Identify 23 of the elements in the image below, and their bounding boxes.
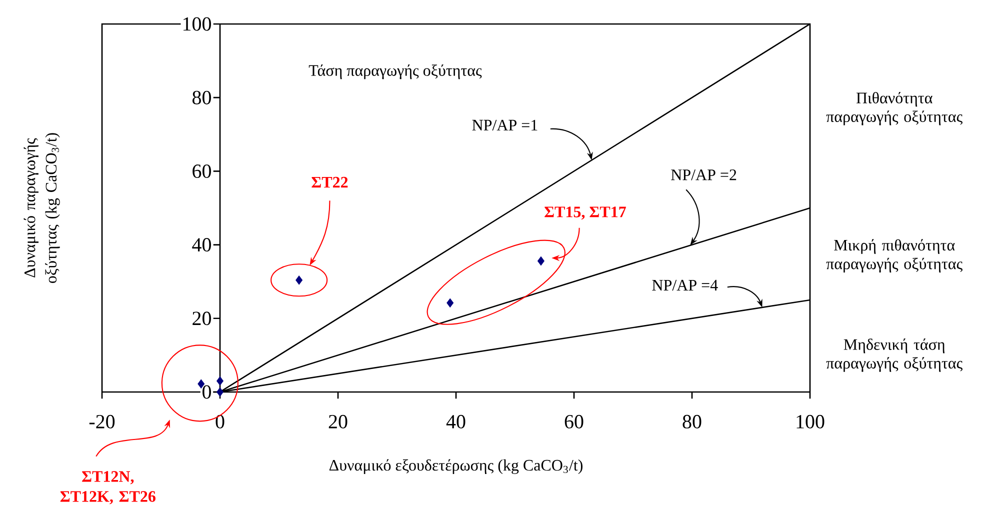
x-tick-label: 20 — [328, 414, 348, 428]
y-tick-label: 20 — [192, 312, 211, 326]
text: Μηδενική τάση παραγωγής οξύτητας — [826, 338, 962, 372]
x-tick-label: -20 — [89, 414, 115, 428]
annotation: Τάση παραγωγής οξύτητας — [308, 64, 482, 80]
text: ΣΤ12Ν, ΣΤ12Κ, ΣΤ26 — [60, 471, 156, 504]
text: Μικρή πιθανότητα παραγωγής οξύτητας — [826, 239, 962, 273]
x-tick-label: 60 — [564, 414, 584, 428]
annotation: ΣΤ22 — [312, 176, 348, 188]
annotation: NP/AP =4 — [652, 280, 718, 291]
y-tick-label: 40 — [192, 238, 211, 252]
text: Πιθανότητα παραγωγής οξύτητας — [826, 92, 962, 126]
x-tick-label: 100 — [796, 414, 824, 428]
annotation: NP/AP =2 — [671, 169, 736, 180]
x-axis-title: Δυναμικό εξουδετέρωσης (kg CaCO$_{3}$/t) — [329, 459, 582, 474]
y-tick-label: 100 — [184, 17, 211, 31]
y-tick-label: 80 — [192, 90, 211, 104]
annotation: ΣΤ15, ΣΤ17 — [544, 206, 626, 220]
y-tick-label: 0 — [202, 385, 211, 399]
y-tick-label: 60 — [192, 164, 211, 178]
x-tick-label: 80 — [682, 414, 702, 428]
x-tick-label: 40 — [446, 414, 466, 428]
annotation: NP/AP =1 — [472, 120, 538, 131]
